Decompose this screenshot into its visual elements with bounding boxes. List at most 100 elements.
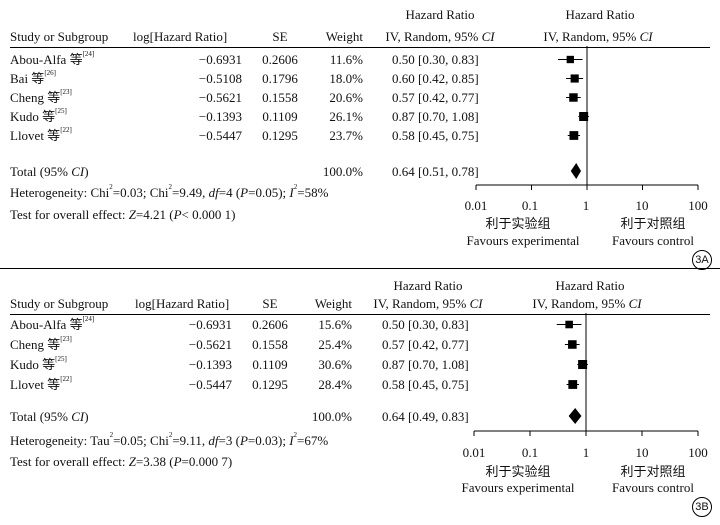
study-weight: 11.6%	[329, 52, 363, 67]
study-weight: 30.6%	[318, 357, 352, 372]
study-loghr: −0.6931	[188, 317, 232, 332]
study-se: 0.1558	[252, 337, 288, 352]
favours-control-cn: 利于对照组	[620, 464, 686, 479]
hr-title-ci: Hazard Ratio	[405, 7, 475, 22]
study-weight: 18.0%	[329, 71, 363, 86]
header-study: Study or Subgroup	[10, 296, 109, 311]
study-se: 0.2606	[252, 317, 288, 332]
study-ci-text: 0.58 [0.45, 0.75]	[392, 128, 479, 143]
study-se: 0.1295	[262, 128, 298, 143]
study-ci-text: 0.87 [0.70, 1.08]	[392, 109, 479, 124]
study-name: Abou-Alfa 等[24]	[10, 50, 95, 67]
study-loghr: −0.1393	[188, 357, 232, 372]
study-weight: 26.1%	[329, 109, 363, 124]
total-diamond	[570, 163, 582, 179]
hr-title-plot: Hazard Ratio	[565, 7, 635, 22]
tick-label: 10	[635, 445, 649, 460]
study-ci-text: 0.50 [0.30, 0.83]	[382, 317, 469, 332]
study-point-square	[570, 74, 579, 83]
study-se: 0.1109	[252, 357, 288, 372]
header-rule	[10, 47, 710, 48]
study-loghr: −0.5621	[188, 337, 232, 352]
study-ci-text: 0.87 [0.70, 1.08]	[382, 357, 469, 372]
total-weight: 100.0%	[322, 164, 363, 179]
study-ci-text: 0.57 [0.42, 0.77]	[392, 90, 479, 105]
header-hr-plot: IV, Random, 95% CI	[543, 29, 653, 44]
total-ci-text: 0.64 [0.51, 0.78]	[392, 164, 479, 179]
study-weight: 23.7%	[329, 128, 363, 143]
header-study: Study or Subgroup	[10, 29, 109, 44]
study-name: Llovet 等[22]	[10, 126, 72, 143]
study-se: 0.1796	[262, 71, 298, 86]
total-weight: 100.0%	[311, 409, 352, 424]
study-point-square	[569, 93, 578, 102]
study-se: 0.1295	[252, 377, 288, 392]
hr-title-plot: Hazard Ratio	[555, 278, 625, 293]
study-name: Bai 等[26]	[10, 69, 56, 86]
header-hr-plot: IV, Random, 95% CI	[532, 296, 642, 311]
study-ci-text: 0.57 [0.42, 0.77]	[382, 337, 469, 352]
study-se: 0.2606	[262, 52, 298, 67]
tick-label: 100	[688, 445, 708, 460]
study-loghr: −0.5108	[198, 71, 242, 86]
study-name: Kudo 等[25]	[10, 107, 67, 124]
study-se: 0.1558	[262, 90, 298, 105]
favours-experimental-cn: 利于实验组	[485, 216, 551, 231]
favours-control-cn: 利于对照组	[620, 216, 686, 231]
study-point-square	[565, 320, 573, 329]
study-weight: 28.4%	[318, 377, 352, 392]
study-loghr: −0.5621	[198, 90, 242, 105]
header-se: SE	[262, 296, 278, 311]
header-weight: Weight	[314, 296, 352, 311]
study-point-square	[569, 131, 579, 140]
tick-label: 0.1	[521, 445, 539, 460]
hr-title-ci: Hazard Ratio	[393, 278, 463, 293]
total-ci-text: 0.64 [0.49, 0.83]	[382, 409, 469, 424]
header-hr-ci: IV, Random, 95% CI	[385, 29, 495, 44]
header-weight: Weight	[325, 29, 363, 44]
favours-experimental-cn: 利于实验组	[485, 464, 551, 479]
study-name: Llovet 等[22]	[10, 375, 72, 392]
tick-label: 0.01	[462, 445, 486, 460]
total-label: Total (95% CI)	[10, 164, 89, 179]
study-point-square	[579, 112, 589, 121]
tick-label: 1	[582, 198, 590, 213]
study-point-square	[578, 360, 588, 369]
study-name: Cheng 等[23]	[10, 88, 72, 105]
tick-label: 0.01	[464, 198, 488, 213]
study-weight: 15.6%	[318, 317, 352, 332]
study-name: Cheng 等[23]	[10, 335, 72, 352]
study-point-square	[566, 55, 574, 64]
header-loghr: log[Hazard Ratio]	[133, 29, 228, 44]
panel-label-3b: 3B	[692, 497, 712, 517]
study-weight: 20.6%	[329, 90, 363, 105]
study-loghr: −0.5447	[188, 377, 232, 392]
study-loghr: −0.6931	[198, 52, 242, 67]
panel-label-3a: 3A	[692, 250, 712, 270]
study-loghr: −0.5447	[198, 128, 242, 143]
header-rule	[10, 314, 710, 315]
tick-label: 10	[635, 198, 649, 213]
tick-label: 100	[688, 198, 708, 213]
header-se: SE	[272, 29, 288, 44]
study-se: 0.1109	[262, 109, 298, 124]
heterogeneity-stats: Heterogeneity: Tau2=0.05; Chi2=9.11, df=…	[10, 431, 329, 448]
tick-label: 0.1	[521, 198, 539, 213]
total-diamond	[568, 408, 582, 424]
heterogeneity-stats: Heterogeneity: Chi2=0.03; Chi2=9.49, df=…	[10, 183, 329, 200]
study-name: Abou-Alfa 等[24]	[10, 315, 95, 332]
favours-control-label: Favours control	[612, 233, 694, 248]
total-label: Total (95% CI)	[10, 409, 89, 424]
study-weight: 25.4%	[318, 337, 352, 352]
study-ci-text: 0.60 [0.42, 0.85]	[392, 71, 479, 86]
study-point-square	[568, 340, 577, 349]
study-loghr: −0.1393	[198, 109, 242, 124]
header-hr-ci: IV, Random, 95% CI	[373, 296, 483, 311]
study-name: Kudo 等[25]	[10, 355, 67, 372]
overall-effect-test: Test for overall effect: Z=3.38 (P=0.000…	[10, 454, 233, 469]
header-loghr: log[Hazard Ratio]	[135, 296, 230, 311]
study-ci-text: 0.50 [0.30, 0.83]	[392, 52, 479, 67]
favours-experimental-label: Favours experimental	[466, 233, 580, 248]
